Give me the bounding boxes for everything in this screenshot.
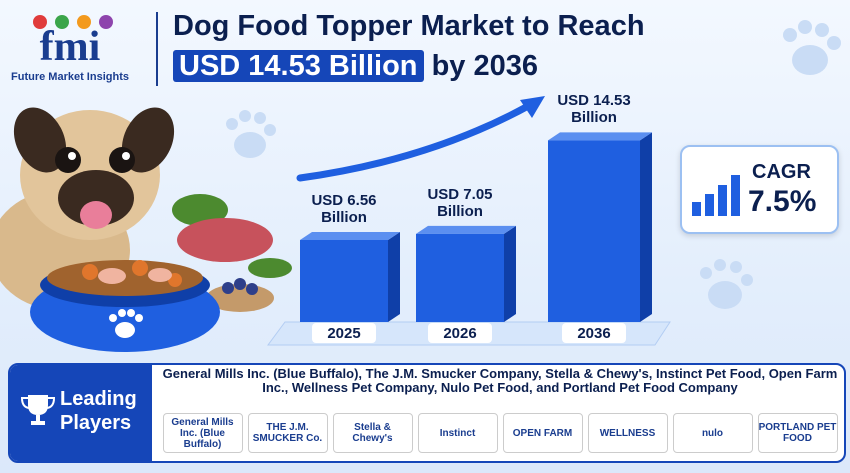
x-tick-label: 2025 xyxy=(327,325,360,342)
player-logo: General Mills Inc. (Blue Buffalo) xyxy=(162,413,243,453)
player-logo: WELLNESS xyxy=(587,413,668,453)
bar-side xyxy=(640,132,652,322)
player-logo: nulo xyxy=(672,413,753,453)
bar xyxy=(548,140,640,322)
players-heading: Leading Players xyxy=(60,388,137,434)
logo-row: General Mills Inc. (Blue Buffalo) THE J.M… xyxy=(160,413,840,453)
player-logo: OPEN FARM xyxy=(502,413,583,453)
players-heading-box: Leading Players xyxy=(10,365,152,461)
title-line-2: USD 14.53 Billion by 2036 xyxy=(173,50,538,83)
logo: fmi xyxy=(40,24,101,70)
x-tick-label: 2036 xyxy=(577,325,610,342)
player-logo: PORTLAND PET FOOD xyxy=(757,413,838,453)
company-name: Future Market Insights xyxy=(11,71,129,83)
bar xyxy=(300,240,388,322)
cagr-icon xyxy=(692,175,740,216)
trophy-icon xyxy=(20,395,56,425)
title: Dog Food Topper Market to Reach xyxy=(173,10,645,42)
category-pill xyxy=(312,323,376,343)
bar-top xyxy=(548,132,652,141)
bar-side xyxy=(388,232,400,322)
title-highlight: USD 14.53 Billion xyxy=(173,50,424,82)
player-logo: THE J.M. SMUCKER Co. xyxy=(247,413,328,453)
player-logo: Stella & Chewy's xyxy=(332,413,413,453)
value-label: USD 14.53 Billion xyxy=(557,92,631,127)
bar-top xyxy=(416,225,516,234)
category-pill xyxy=(562,323,626,343)
players-list: General Mills Inc. (Blue Buffalo), The J… xyxy=(162,366,838,395)
leading-players: Leading Players General Mills Inc. (Blue… xyxy=(8,363,846,463)
player-logo: Instinct xyxy=(417,413,498,453)
title-end: by 2036 xyxy=(431,50,538,82)
cagr-box: CAGR 7.5% xyxy=(680,145,839,234)
cagr-value: 7.5% xyxy=(748,185,817,218)
category-pill xyxy=(428,323,492,343)
value-label: USD 7.05 Billion xyxy=(427,185,493,220)
bar-top xyxy=(300,232,400,240)
bar xyxy=(416,233,504,322)
x-tick-label: 2026 xyxy=(443,325,476,342)
value-label: USD 6.56 Billion xyxy=(311,192,377,226)
bar-side xyxy=(504,225,516,322)
cagr-label: CAGR xyxy=(752,161,811,183)
